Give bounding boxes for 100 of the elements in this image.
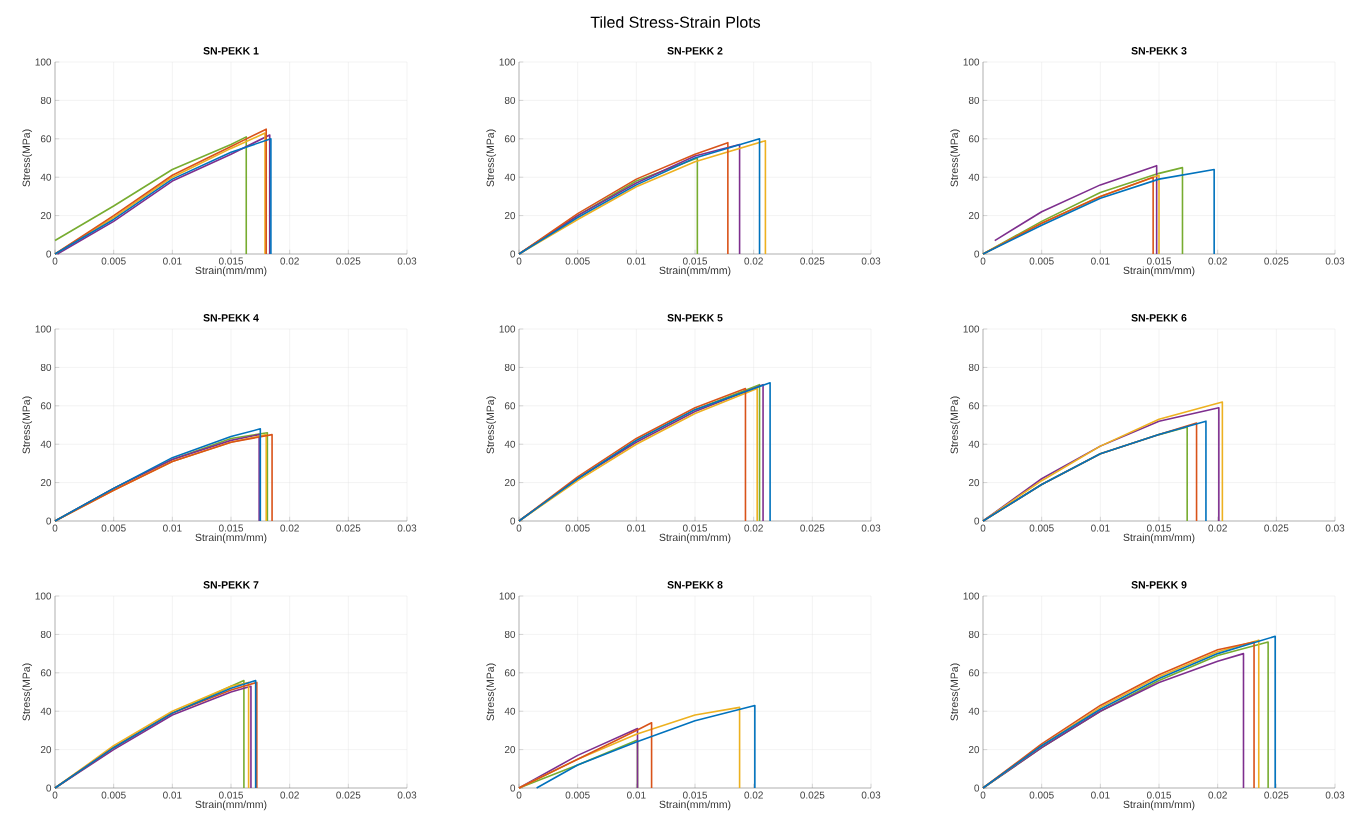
x-tick-label: 0.03 bbox=[397, 524, 417, 532]
x-tick-label: 0 bbox=[516, 524, 522, 532]
x-axis-title: Strain(mm/mm) bbox=[659, 266, 731, 277]
y-tick-label: 20 bbox=[968, 746, 980, 754]
x-tick-label: 0.015 bbox=[218, 524, 244, 532]
y-tick-label: 60 bbox=[504, 402, 516, 410]
x-tick-label: 0.01 bbox=[627, 257, 646, 265]
y-tick-label: 60 bbox=[504, 669, 516, 677]
x-tick-label: 0.005 bbox=[565, 524, 590, 532]
y-tick-label: 60 bbox=[40, 402, 52, 410]
x-tick-label: 0.025 bbox=[1264, 257, 1289, 265]
x-tick-label: 0.005 bbox=[565, 791, 590, 799]
x-tick-label: 0.02 bbox=[280, 791, 299, 799]
x-tick-label: 0.03 bbox=[1325, 791, 1345, 799]
x-tick-label: 0.02 bbox=[1208, 791, 1227, 799]
x-tick-label: 0.03 bbox=[1325, 524, 1345, 532]
x-tick-label: 0.02 bbox=[744, 791, 763, 799]
x-tick-label: 0.03 bbox=[397, 791, 417, 799]
x-tick-label: 0 bbox=[52, 257, 58, 265]
y-axis-title: Stress(MPa) bbox=[22, 396, 33, 454]
chart-title: SN-PEKK 6 bbox=[1131, 314, 1187, 322]
x-axis-title: Strain(mm/mm) bbox=[195, 266, 267, 277]
x-tick-label: 0.01 bbox=[627, 791, 646, 799]
x-tick-label: 0.025 bbox=[800, 257, 825, 265]
x-tick-label: 0.02 bbox=[1208, 524, 1227, 532]
y-tick-label: 0 bbox=[46, 517, 52, 525]
y-tick-label: 80 bbox=[40, 363, 52, 371]
x-tick-label: 0.01 bbox=[1091, 524, 1110, 532]
y-tick-label: 40 bbox=[40, 707, 52, 715]
y-tick-label: 80 bbox=[504, 96, 516, 104]
y-tick-label: 0 bbox=[974, 250, 980, 258]
x-tick-label: 0.02 bbox=[1208, 257, 1227, 265]
y-tick-label: 40 bbox=[504, 707, 516, 715]
y-axis-title: Stress(MPa) bbox=[486, 396, 497, 454]
y-tick-label: 20 bbox=[40, 746, 52, 754]
chart-title: SN-PEKK 8 bbox=[667, 581, 723, 589]
x-tick-label: 0.025 bbox=[336, 524, 361, 532]
y-tick-label: 100 bbox=[35, 592, 52, 600]
y-tick-label: 0 bbox=[510, 250, 516, 258]
x-tick-label: 0.025 bbox=[336, 257, 361, 265]
x-tick-label: 0.015 bbox=[218, 257, 244, 265]
x-tick-label: 0.02 bbox=[280, 524, 299, 532]
x-tick-label: 0 bbox=[980, 257, 986, 265]
x-tick-label: 0 bbox=[52, 791, 58, 799]
y-tick-label: 20 bbox=[40, 212, 52, 220]
x-tick-label: 0.01 bbox=[163, 791, 182, 799]
y-axis-title: Stress(MPa) bbox=[22, 129, 33, 187]
x-tick-label: 0.03 bbox=[861, 257, 881, 265]
y-tick-label: 60 bbox=[968, 135, 980, 143]
x-tick-label: 0.01 bbox=[163, 257, 182, 265]
y-tick-label: 60 bbox=[968, 402, 980, 410]
y-axis-title: Stress(MPa) bbox=[950, 129, 961, 187]
chart-title: SN-PEKK 3 bbox=[1131, 47, 1187, 55]
y-tick-label: 0 bbox=[510, 784, 516, 792]
y-tick-label: 80 bbox=[504, 363, 516, 371]
chart-title: SN-PEKK 5 bbox=[667, 314, 723, 322]
y-tick-label: 80 bbox=[968, 363, 980, 371]
y-tick-label: 20 bbox=[40, 479, 52, 487]
x-axis-title: Strain(mm/mm) bbox=[1123, 800, 1195, 811]
y-tick-label: 100 bbox=[35, 58, 52, 66]
x-tick-label: 0.02 bbox=[744, 524, 763, 532]
x-tick-label: 0.005 bbox=[101, 524, 126, 532]
y-tick-label: 100 bbox=[499, 58, 516, 66]
x-tick-label: 0.025 bbox=[1264, 524, 1289, 532]
y-tick-label: 20 bbox=[504, 479, 516, 487]
x-tick-label: 0.015 bbox=[1146, 524, 1172, 532]
y-tick-label: 20 bbox=[968, 479, 980, 487]
text: Tiled Stress-Strain Plots bbox=[590, 16, 761, 28]
y-tick-label: 80 bbox=[968, 630, 980, 638]
y-tick-label: 40 bbox=[968, 440, 980, 448]
y-tick-label: 40 bbox=[40, 173, 52, 181]
chart-title: SN-PEKK 7 bbox=[203, 581, 259, 589]
y-tick-label: 100 bbox=[499, 592, 516, 600]
x-axis-title: Strain(mm/mm) bbox=[1123, 533, 1195, 544]
x-tick-label: 0.005 bbox=[1029, 257, 1054, 265]
y-tick-label: 0 bbox=[510, 517, 516, 525]
chart-title: SN-PEKK 2 bbox=[667, 47, 723, 55]
x-tick-label: 0 bbox=[516, 791, 522, 799]
x-tick-label: 0.02 bbox=[280, 257, 299, 265]
x-tick-label: 0.005 bbox=[101, 257, 126, 265]
y-tick-label: 0 bbox=[46, 784, 52, 792]
x-tick-label: 0.01 bbox=[163, 524, 182, 532]
y-tick-label: 60 bbox=[40, 135, 52, 143]
x-tick-label: 0.015 bbox=[682, 524, 708, 532]
x-tick-label: 0.025 bbox=[1264, 791, 1289, 799]
y-tick-label: 100 bbox=[35, 325, 52, 333]
x-tick-label: 0.015 bbox=[1146, 257, 1172, 265]
chart-title: SN-PEKK 4 bbox=[203, 314, 259, 322]
x-axis-title: Strain(mm/mm) bbox=[195, 533, 267, 544]
x-tick-label: 0.01 bbox=[1091, 257, 1110, 265]
y-tick-label: 40 bbox=[504, 173, 516, 181]
x-tick-label: 0.03 bbox=[861, 524, 881, 532]
y-tick-label: 60 bbox=[504, 135, 516, 143]
x-tick-label: 0.025 bbox=[800, 791, 825, 799]
x-axis-title: Strain(mm/mm) bbox=[195, 800, 267, 811]
x-tick-label: 0.005 bbox=[101, 791, 126, 799]
y-tick-label: 40 bbox=[968, 707, 980, 715]
y-axis-title: Stress(MPa) bbox=[950, 663, 961, 721]
x-tick-label: 0.025 bbox=[800, 524, 825, 532]
y-axis-title: Stress(MPa) bbox=[486, 663, 497, 721]
